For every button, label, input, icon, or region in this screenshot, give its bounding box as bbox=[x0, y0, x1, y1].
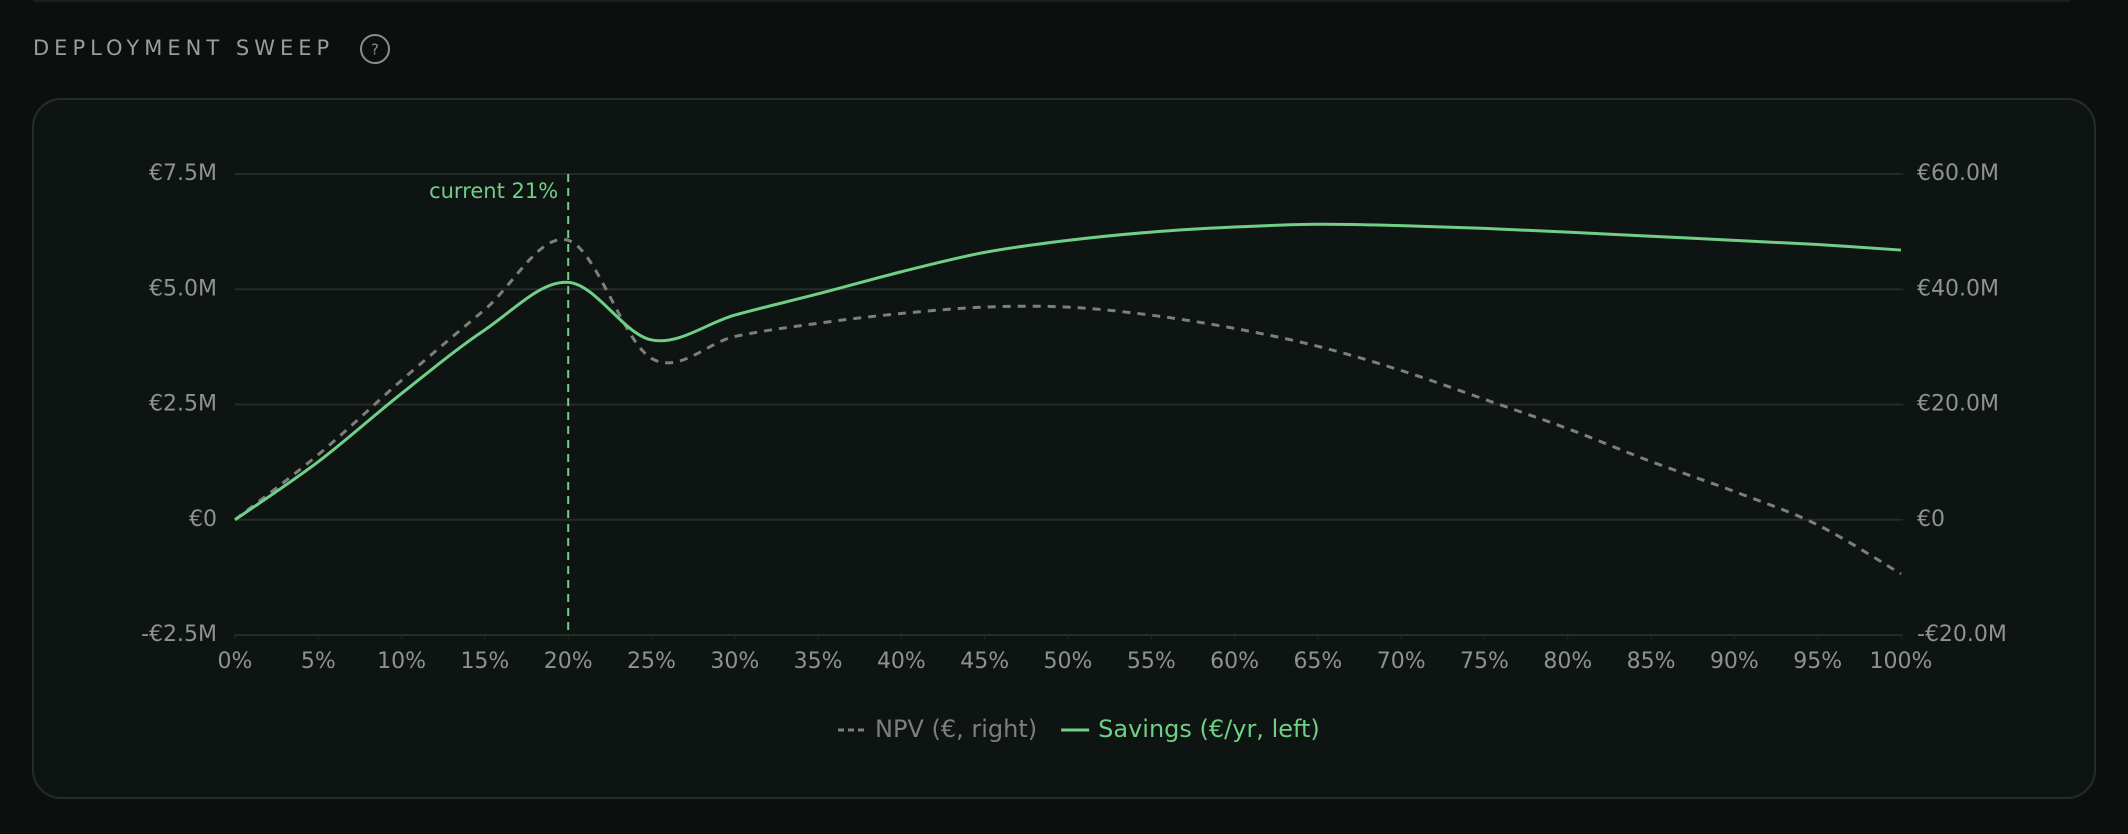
help-text[interactable]: ? bbox=[371, 41, 379, 59]
x-tick-label: 40% bbox=[877, 649, 926, 674]
x-tick-label: 20% bbox=[544, 649, 593, 674]
x-tick-label: 35% bbox=[794, 649, 843, 674]
series-line bbox=[234, 222, 1902, 521]
section-title: DEPLOYMENT SWEEP bbox=[33, 36, 334, 60]
x-tick-label: 100% bbox=[1870, 649, 1933, 674]
y2-tick-label: €40.0M bbox=[1917, 276, 1999, 301]
x-tick-label: 70% bbox=[1377, 649, 1426, 674]
x-tick-label: 55% bbox=[1127, 649, 1176, 674]
x-tick-label: 50% bbox=[1044, 649, 1093, 674]
y-tick-label: €7.5M bbox=[149, 161, 217, 186]
y-tick-label: €2.5M bbox=[149, 392, 217, 417]
legend-label[interactable]: NPV (€, right) bbox=[875, 715, 1037, 743]
chart-card bbox=[32, 98, 2096, 799]
x-tick-label: 45% bbox=[960, 649, 1009, 674]
x-tick-label: 10% bbox=[377, 649, 426, 674]
current-label: current 21% bbox=[429, 179, 558, 203]
y-tick-label: €5.0M bbox=[149, 276, 217, 301]
x-tick-label: 15% bbox=[460, 649, 509, 674]
x-tick-label: 90% bbox=[1710, 649, 1759, 674]
x-tick-label: 95% bbox=[1793, 649, 1842, 674]
x-tick-label: 85% bbox=[1627, 649, 1676, 674]
x-tick-label: 75% bbox=[1460, 649, 1509, 674]
x-tick-label: 65% bbox=[1293, 649, 1342, 674]
x-tick-label: 5% bbox=[301, 649, 336, 674]
y2-tick-label: €60.0M bbox=[1917, 161, 1999, 186]
help-icon[interactable] bbox=[360, 34, 390, 64]
y-tick-label: €0 bbox=[189, 507, 217, 532]
y2-tick-label: €0 bbox=[1917, 507, 1945, 532]
x-tick-label: 80% bbox=[1543, 649, 1592, 674]
x-tick-label: 0% bbox=[218, 649, 253, 674]
x-tick-label: 60% bbox=[1210, 649, 1259, 674]
x-tick-label: 25% bbox=[627, 649, 676, 674]
x-tick-label: 30% bbox=[710, 649, 759, 674]
legend-label[interactable]: Savings (€/yr, left) bbox=[1098, 715, 1320, 743]
y2-tick-label: -€20.0M bbox=[1917, 622, 2007, 647]
y2-tick-label: €20.0M bbox=[1917, 392, 1999, 417]
y-tick-label: -€2.5M bbox=[141, 622, 217, 647]
series-line bbox=[234, 237, 1902, 576]
